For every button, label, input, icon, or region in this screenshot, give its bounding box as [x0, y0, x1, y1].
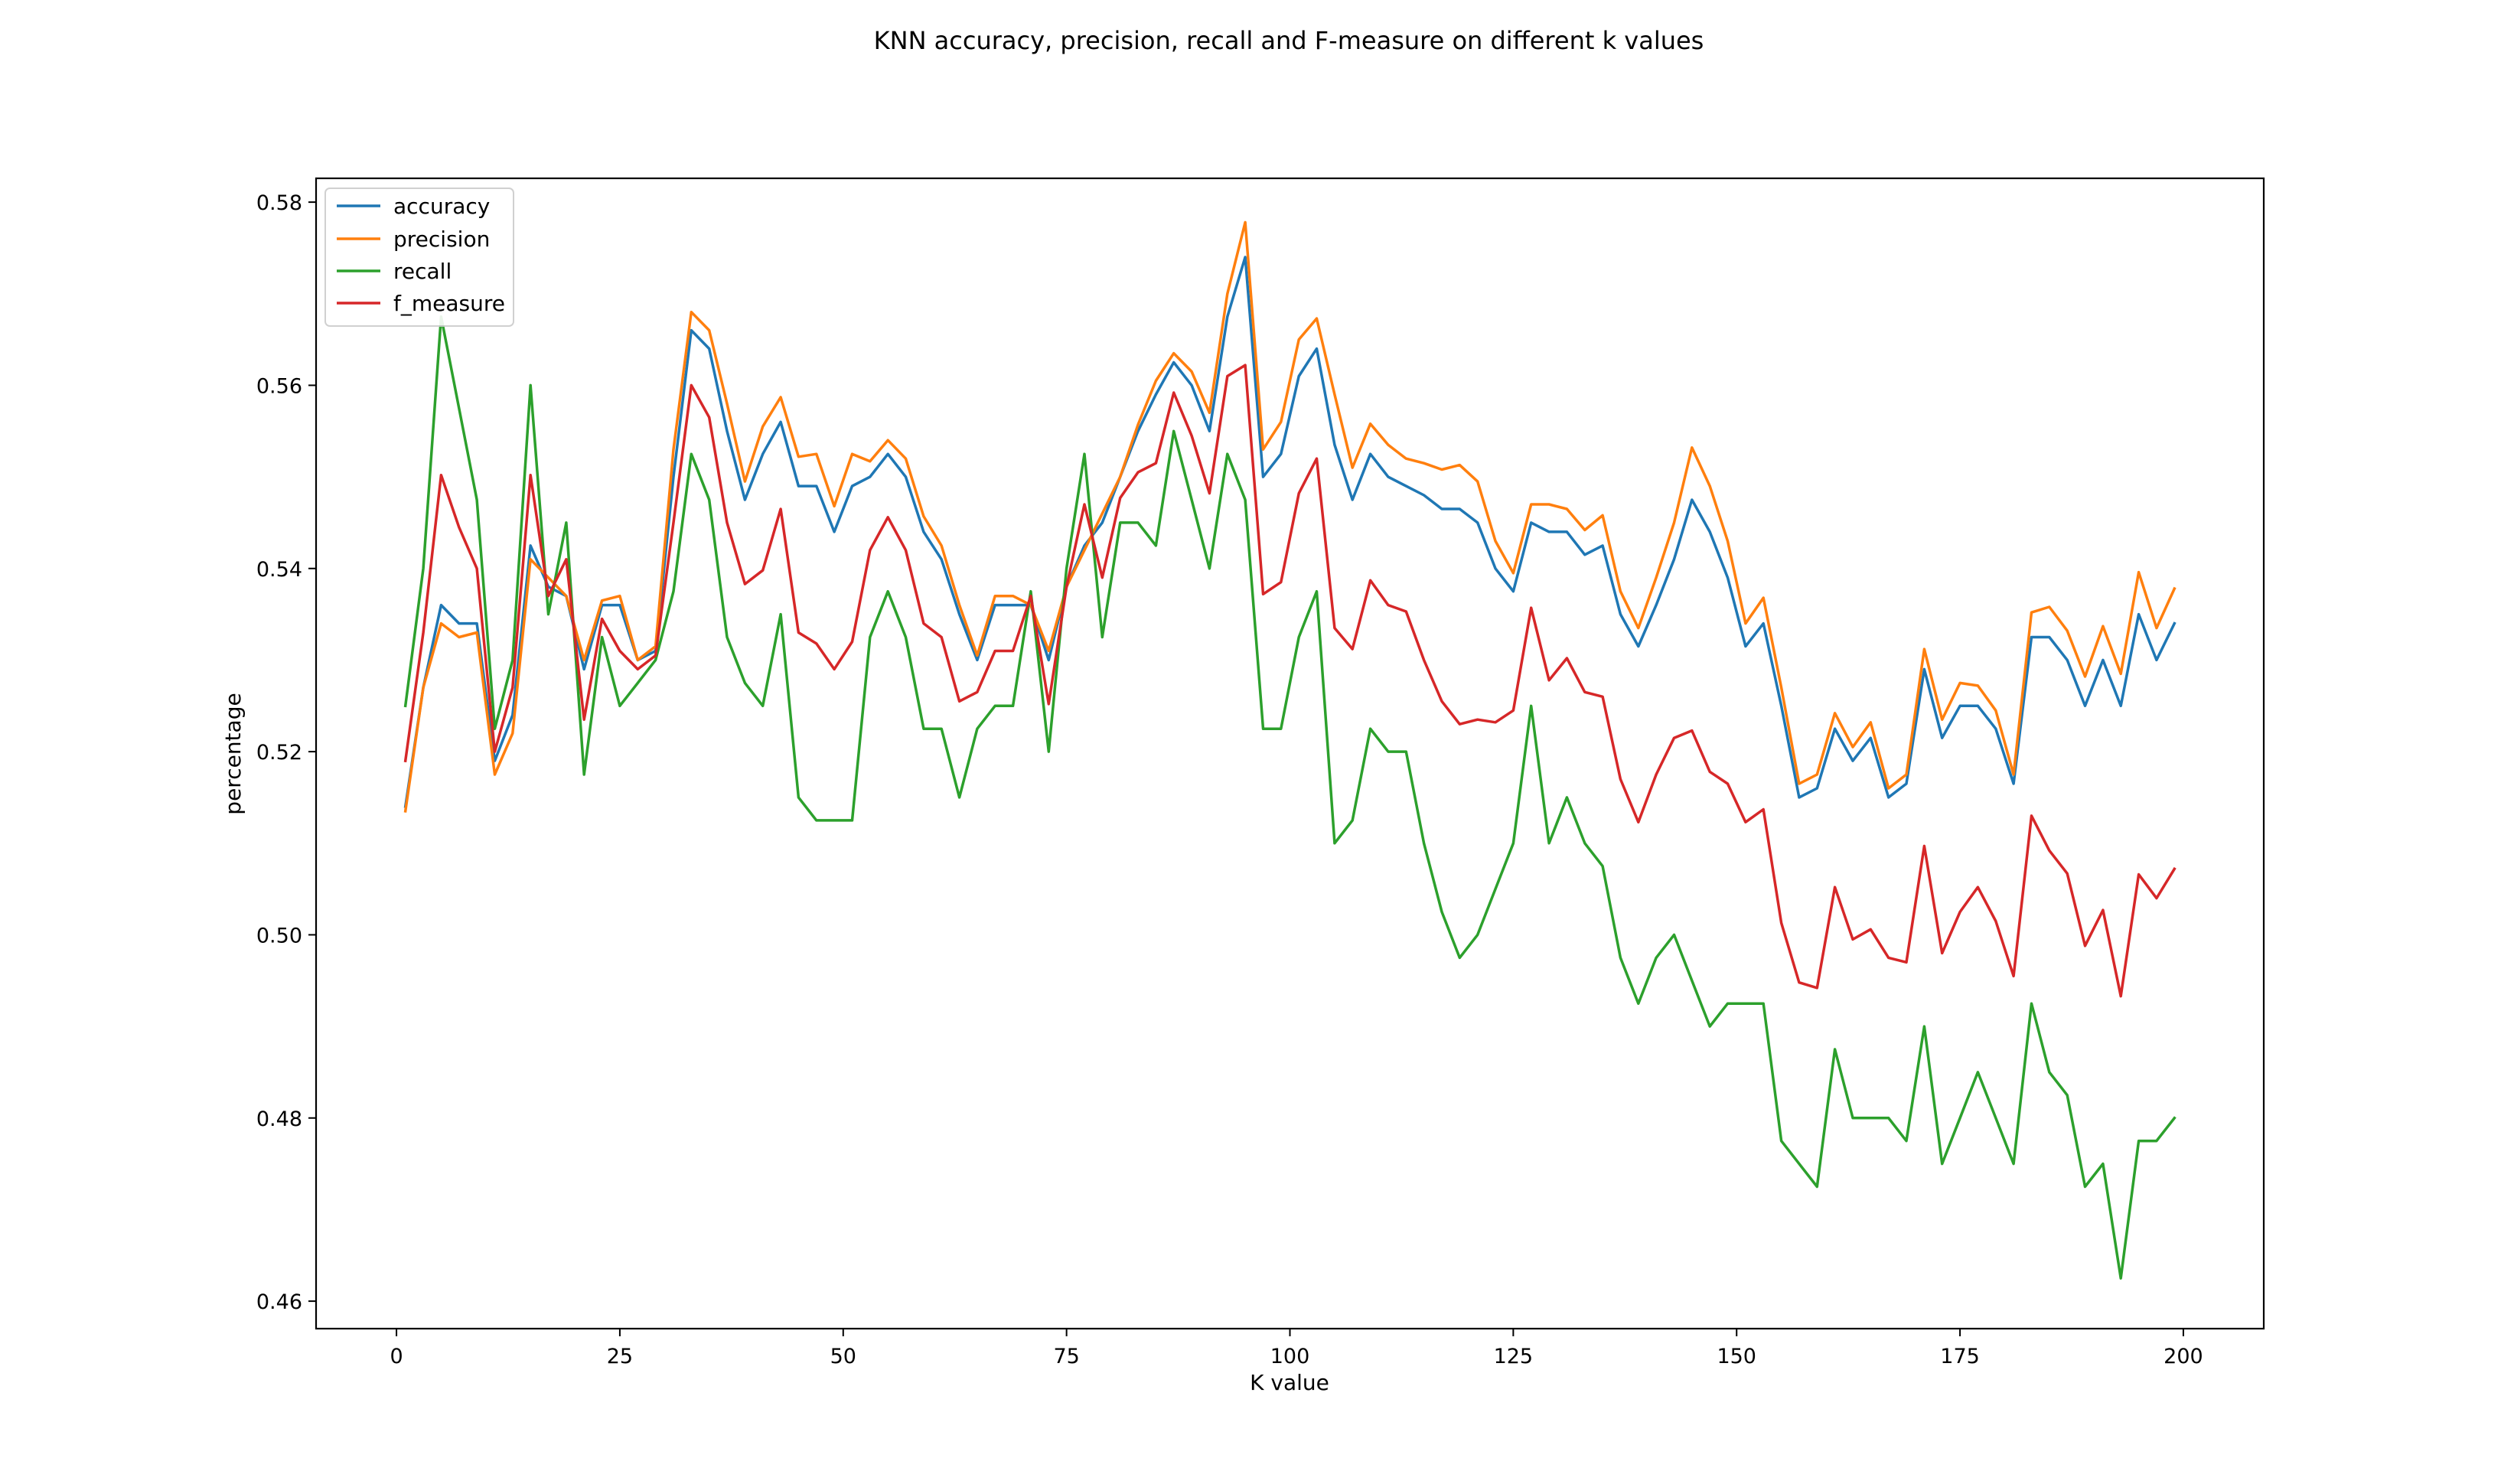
x-tick-label-25: 25	[607, 1345, 633, 1368]
legend: accuracy precision recall f_measure	[324, 188, 514, 327]
y-tick-label-0.46: 0.46	[256, 1290, 302, 1314]
x-tick-label-0: 0	[390, 1345, 403, 1368]
x-tick-label-125: 125	[1494, 1345, 1534, 1368]
x-tick-label-50: 50	[830, 1345, 856, 1368]
legend-label-f-measure: f_measure	[393, 291, 505, 316]
series-line-precision	[403, 220, 2177, 813]
x-axis: 0 25 50 75 100 125 150 175 200	[390, 1329, 2203, 1368]
x-tick-label-75: 75	[1053, 1345, 1079, 1368]
series-lines	[403, 220, 2177, 1280]
y-axis-label: percentage	[220, 693, 246, 814]
plot-area	[315, 177, 2265, 1330]
legend-label-recall: recall	[393, 259, 452, 284]
y-tick-label-0.50: 0.50	[256, 924, 302, 947]
chart-title: KNN accuracy, precision, recall and F-me…	[874, 26, 1704, 55]
y-tick-label-0.54: 0.54	[256, 558, 302, 582]
y-tick-label-0.56: 0.56	[256, 374, 302, 398]
y-tick-label-0.48: 0.48	[256, 1107, 302, 1131]
x-tick-label-100: 100	[1270, 1345, 1310, 1368]
series-line-f-measure	[403, 364, 2177, 998]
y-tick-label-0.52: 0.52	[256, 741, 302, 765]
x-axis-label: K value	[1250, 1370, 1329, 1395]
y-axis: 0.46 0.48 0.50 0.52 0.54 0.56 0.58	[256, 191, 316, 1314]
x-tick-label-175: 175	[1940, 1345, 1980, 1368]
legend-box	[324, 188, 514, 327]
legend-label-precision: precision	[393, 227, 490, 252]
series-line-accuracy	[403, 256, 2177, 808]
x-tick-label-150: 150	[1717, 1345, 1756, 1368]
y-tick-label-0.58: 0.58	[256, 191, 302, 215]
series-line-recall	[403, 315, 2177, 1280]
x-tick-label-200: 200	[2164, 1345, 2203, 1368]
legend-label-accuracy: accuracy	[393, 194, 490, 219]
